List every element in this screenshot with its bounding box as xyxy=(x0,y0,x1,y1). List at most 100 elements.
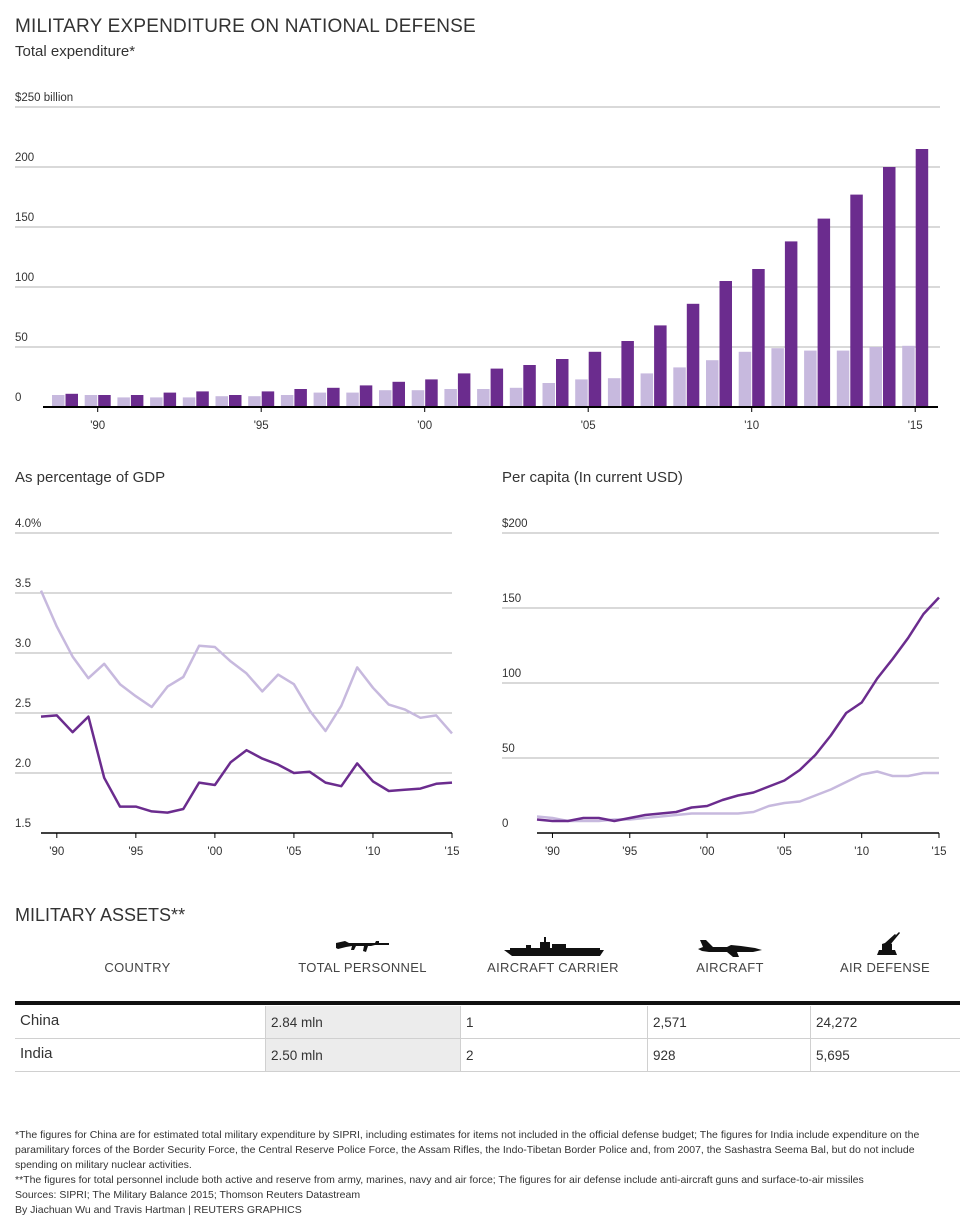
bar-china-2006 xyxy=(621,341,634,407)
personnel-cell: 2.84 mln xyxy=(271,1015,323,1030)
x-tick-label: '95 xyxy=(622,846,637,858)
y-tick-label: 50 xyxy=(502,743,515,755)
bar-china-2011 xyxy=(784,241,798,407)
bar-india-1991 xyxy=(117,397,130,407)
bar-india-1993 xyxy=(182,397,196,407)
personnel-cell-bg xyxy=(265,1039,460,1071)
cell-divider xyxy=(647,1039,648,1071)
page-title: MILITARY EXPENDITURE ON NATIONAL DEFENSE xyxy=(15,16,476,37)
bar-china-2015 xyxy=(915,149,929,407)
y-tick-label: 100 xyxy=(502,668,521,680)
series-line-india xyxy=(536,770,939,823)
series-line-china xyxy=(536,596,940,823)
sources-line: Sources: SIPRI; The Military Balance 201… xyxy=(15,1189,361,1201)
personnel-cell: 2.50 mln xyxy=(271,1048,323,1063)
bar-india-2014 xyxy=(869,347,882,407)
column-header-aircraft-carrier: AIRCRAFT CARRIER xyxy=(487,960,619,975)
x-tick-label: '00 xyxy=(417,420,432,432)
bar-india-1997 xyxy=(313,392,327,407)
y-tick-label: 0 xyxy=(15,392,21,404)
series-line-india xyxy=(39,590,453,735)
bar-india-2011 xyxy=(771,348,784,407)
anti-aircraft-gun-icon xyxy=(877,932,900,955)
bar-china-1997 xyxy=(327,387,340,407)
x-tick-label: '15 xyxy=(445,846,460,858)
x-tick-label: '10 xyxy=(365,846,380,858)
per-capita-chart-title: Per capita (In current USD) xyxy=(502,469,683,486)
y-tick-label: $250 billion xyxy=(15,92,73,104)
y-tick-label: 2.0 xyxy=(15,758,31,770)
aircraft-cell: 928 xyxy=(653,1048,676,1063)
x-tick-label: '05 xyxy=(777,846,792,858)
country-cell: India xyxy=(20,1045,53,1062)
bar-china-2007 xyxy=(654,325,667,407)
military-assets-title: MILITARY ASSETS** xyxy=(15,905,186,925)
bar-china-2003 xyxy=(523,365,536,407)
table-row: China 2.84 mln 1 2,571 24,272 xyxy=(15,1006,960,1039)
air-defense-cell: 24,272 xyxy=(816,1015,858,1030)
x-tick-label: '10 xyxy=(744,420,759,432)
x-tick-label: '90 xyxy=(49,846,64,858)
cell-divider xyxy=(647,1006,648,1038)
bar-china-1996 xyxy=(294,389,307,407)
x-tick-label: '90 xyxy=(545,846,560,858)
bar-china-2000 xyxy=(425,379,438,407)
x-tick-label: '90 xyxy=(90,420,105,432)
cell-divider xyxy=(810,1006,811,1038)
country-cell: China xyxy=(20,1012,60,1029)
y-tick-label: 150 xyxy=(15,212,34,224)
bar-india-2009 xyxy=(706,360,719,407)
y-tick-label: 50 xyxy=(15,332,28,344)
bar-india-2001 xyxy=(444,389,457,407)
bar-china-2012 xyxy=(817,218,831,407)
bar-india-2004 xyxy=(542,383,555,407)
bar-china-2001 xyxy=(457,373,471,407)
x-tick-label: '15 xyxy=(932,846,947,858)
y-tick-label: 3.5 xyxy=(15,578,31,590)
bar-india-2007 xyxy=(640,373,654,407)
aircraft-carrier-icon xyxy=(504,937,604,956)
bar-india-1995 xyxy=(248,396,261,407)
bar-india-1999 xyxy=(379,390,392,407)
bar-china-1995 xyxy=(261,391,275,407)
bar-china-2005 xyxy=(588,351,602,407)
rifle-icon xyxy=(336,941,389,952)
bar-china-1994 xyxy=(229,395,242,407)
bar-china-2008 xyxy=(686,303,700,407)
aircraft-cell: 2,571 xyxy=(653,1015,687,1030)
cell-divider xyxy=(460,1006,461,1038)
x-tick-label: '15 xyxy=(908,420,923,432)
fighter-jet-icon xyxy=(698,940,762,957)
bar-india-2000 xyxy=(411,390,425,407)
x-tick-label: '95 xyxy=(254,420,269,432)
bar-india-1994 xyxy=(215,396,228,407)
byline: By Jiachuan Wu and Travis Hartman | REUT… xyxy=(15,1204,302,1216)
total-expenditure-title: Total expenditure* xyxy=(15,43,136,60)
bar-india-1992 xyxy=(150,397,163,407)
bar-india-2002 xyxy=(477,389,490,407)
x-tick-label: '00 xyxy=(700,846,715,858)
per-capita-chart: $200 0 50 100 150 '90 '95 '00 '05 '10 '15 xyxy=(502,518,947,858)
y-tick-label: 0 xyxy=(502,818,508,830)
footnotes: *The figures for China are for estimated… xyxy=(15,1128,955,1218)
y-tick-label: 4.0% xyxy=(15,518,41,530)
bar-china-2014 xyxy=(883,167,896,407)
column-header-total-personnel: TOTAL PERSONNEL xyxy=(298,960,427,975)
bar-china-1991 xyxy=(130,395,144,407)
bar-india-1990 xyxy=(84,395,98,407)
bar-india-2010 xyxy=(738,351,752,407)
bar-china-1990 xyxy=(98,395,111,407)
gdp-percentage-chart: 4.0% 1.5 2.0 2.5 3.0 3.5 '90 '95 '00 '05 '10 '15 xyxy=(15,518,460,858)
bar-india-2015 xyxy=(902,345,915,407)
bar-india-2013 xyxy=(836,350,850,407)
bar-china-1992 xyxy=(163,392,177,407)
y-tick-label: 1.5 xyxy=(15,818,31,830)
bar-china-2004 xyxy=(556,359,569,407)
carrier-cell: 2 xyxy=(466,1048,474,1063)
series-line-china xyxy=(40,714,453,814)
x-tick-label: '00 xyxy=(207,846,222,858)
personnel-cell-bg xyxy=(265,1006,460,1038)
cell-divider xyxy=(460,1039,461,1071)
bar-india-1989 xyxy=(52,395,65,407)
air-defense-cell: 5,695 xyxy=(816,1048,850,1063)
